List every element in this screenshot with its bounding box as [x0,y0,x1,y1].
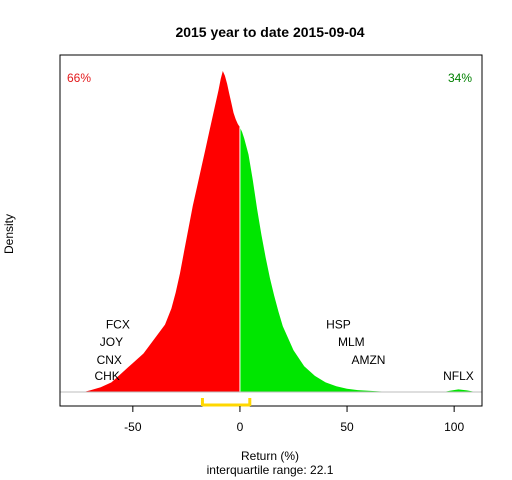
left-share-label: 66% [67,71,91,85]
ticker-label: HSP [326,318,351,332]
plot-frame [59,54,483,407]
iqr-caption: interquartile range: 22.1 [207,463,334,477]
negative-return-area [83,71,240,392]
x-tick-label: 100 [444,420,464,434]
right-share-label: 34% [448,71,472,85]
ticker-label: JOY [100,335,123,349]
plot-area: -50 0 50 100 FCX JOY CNX CHK HSP MLM AMZN NFLX [59,54,483,434]
y-axis-title: Density [2,214,16,254]
ticker-label: NFLX [443,369,474,383]
x-axis-title: Return (%) [241,449,299,463]
x-tick-label: -50 [124,420,142,434]
ticker-label: MLM [338,335,365,349]
ticker-label: CNX [97,353,122,367]
x-tick-label: 0 [237,420,244,434]
ticker-label: CHK [94,369,119,383]
ticker-label: AMZN [351,353,385,367]
x-tick-label: 50 [340,420,354,434]
chart-title: 2015 year to date 2015-09-04 [175,24,364,40]
positive-return-area [239,127,476,392]
ticker-label: FCX [106,318,130,332]
